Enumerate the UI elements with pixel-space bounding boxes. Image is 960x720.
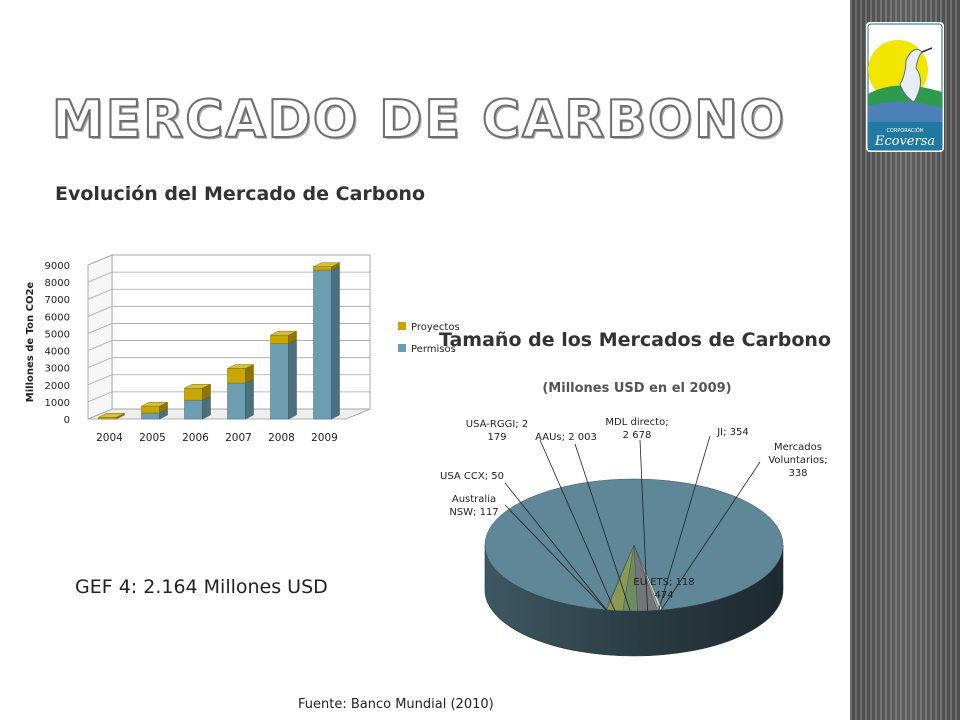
legend-label: Permisos bbox=[411, 344, 456, 355]
pie-chart-subtitle: (Millones USD en el 2009) bbox=[542, 381, 731, 396]
pie-leader-line bbox=[504, 504, 607, 611]
bar-top bbox=[184, 383, 211, 389]
bar-top bbox=[141, 401, 168, 407]
pie-label: MDL directo; 2 678 bbox=[605, 417, 668, 441]
bar-top bbox=[270, 330, 297, 336]
legend-swatch bbox=[398, 322, 406, 330]
gef-note: GEF 4: 2.164 Millones USD bbox=[75, 576, 328, 598]
slide-title: MERCADO DE CARBONO bbox=[51, 89, 786, 151]
x-tick-label: 2008 bbox=[268, 432, 295, 444]
x-tick-label: 2009 bbox=[311, 432, 338, 444]
ecoversa-logo: CORPORACIÓN Ecoversa bbox=[866, 22, 944, 152]
y-tick-label: 8000 bbox=[45, 278, 70, 289]
logo-caption-small: CORPORACIÓN bbox=[886, 127, 923, 134]
x-tick-label: 2005 bbox=[139, 432, 166, 444]
pie-label: JI; 354 bbox=[716, 427, 749, 438]
pie-leader-line bbox=[504, 482, 607, 611]
y-tick-label: 4000 bbox=[45, 347, 70, 358]
x-tick-label: 2006 bbox=[182, 432, 209, 444]
y-tick-label: 5000 bbox=[45, 329, 70, 340]
x-tick-label: 2007 bbox=[225, 432, 252, 444]
pie-leader-line bbox=[639, 439, 648, 611]
pie-slice bbox=[484, 478, 784, 611]
pie-label: Mercados Voluntarios; 338 bbox=[768, 442, 827, 479]
y-axis-label: Millones de Ton CO2e bbox=[25, 282, 36, 403]
gridline bbox=[87, 271, 370, 283]
y-tick-label: 9000 bbox=[45, 261, 70, 272]
source-note: Fuente: Banco Mundial (2010) bbox=[298, 697, 494, 712]
x-tick-label: 2004 bbox=[96, 432, 123, 444]
pie-leader-line bbox=[574, 443, 631, 612]
y-tick-label: 1000 bbox=[45, 398, 70, 409]
bar-chart-title: Evolución del Mercado de Carbono bbox=[55, 183, 425, 205]
y-tick-label: 2000 bbox=[45, 381, 70, 392]
y-tick-label: 7000 bbox=[45, 295, 70, 306]
pie-label: USA CCX; 50 bbox=[440, 471, 504, 482]
bar-top bbox=[98, 413, 125, 418]
pie-leader-line bbox=[660, 461, 761, 611]
pie-label: AAUs; 2 003 bbox=[535, 432, 597, 443]
pie-leader-line bbox=[658, 435, 711, 611]
pie-label: EU ETS; 118 474 bbox=[633, 577, 694, 601]
pie-label: Australia NSW; 117 bbox=[449, 494, 498, 518]
y-tick-label: 0 bbox=[64, 415, 70, 426]
gridline bbox=[87, 305, 370, 317]
y-tick-label: 3000 bbox=[45, 364, 70, 375]
bar-top bbox=[227, 364, 254, 369]
gridline bbox=[87, 254, 370, 266]
gridline bbox=[87, 288, 370, 300]
pie-leader-line bbox=[539, 439, 616, 611]
gridline bbox=[87, 323, 370, 334]
bar-top bbox=[313, 262, 340, 267]
pie-chart-title: Tamaño de los Mercados de Carbono bbox=[439, 329, 831, 351]
pie-label: USA-RGGI; 2 179 bbox=[466, 419, 528, 443]
legend-label: Proyectos bbox=[411, 322, 460, 333]
logo-caption: Ecoversa bbox=[874, 134, 935, 149]
y-tick-label: 6000 bbox=[45, 312, 70, 323]
legend-swatch bbox=[398, 344, 406, 352]
